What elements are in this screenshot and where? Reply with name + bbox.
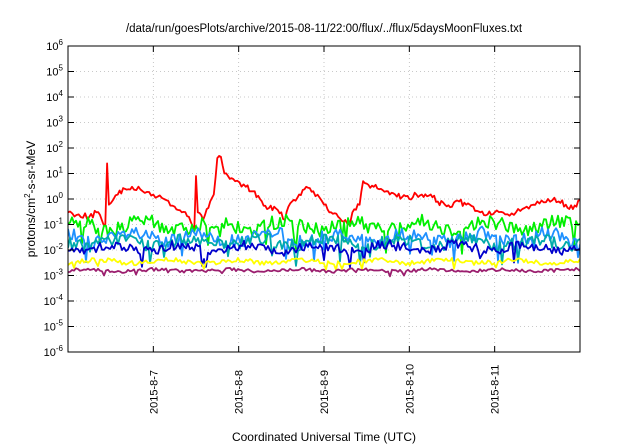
y-tick-exponent: 4 bbox=[59, 89, 64, 98]
y-tick-base: 10 bbox=[44, 347, 56, 359]
y-tick-exponent: 0 bbox=[59, 191, 64, 200]
ticks: 10-610-510-410-310-210-11001011021031041… bbox=[44, 38, 580, 414]
series-line-6 bbox=[68, 256, 580, 271]
y-tick-label: 101 bbox=[46, 166, 63, 181]
y-tick-label: 106 bbox=[46, 38, 63, 53]
y-tick-base: 10 bbox=[46, 92, 58, 104]
x-tick-label: 2015-8-7 bbox=[148, 370, 160, 414]
y-tick-exponent: 2 bbox=[59, 140, 64, 149]
y-tick-exponent: 5 bbox=[59, 64, 64, 73]
y-tick-base: 10 bbox=[44, 245, 56, 257]
y-tick-label: 10-6 bbox=[44, 344, 64, 359]
y-tick-label: 10-3 bbox=[44, 268, 64, 283]
y-tick-exponent: 3 bbox=[59, 115, 64, 124]
y-tick-exponent: 1 bbox=[59, 166, 64, 175]
series-line-2 bbox=[68, 213, 580, 255]
y-tick-exponent: -6 bbox=[56, 344, 64, 353]
y-tick-base: 10 bbox=[44, 322, 56, 334]
y-tick-label: 10-5 bbox=[44, 319, 64, 334]
y-axis-label: protons/cm2-s-sr-MeV bbox=[23, 141, 38, 257]
y-tick-exponent: -1 bbox=[56, 217, 64, 226]
y-tick-base: 10 bbox=[46, 143, 58, 155]
x-tick-label: 2015-8-10 bbox=[404, 364, 416, 414]
series-line-1 bbox=[68, 155, 580, 234]
y-tick-base: 10 bbox=[46, 67, 58, 79]
y-tick-exponent: -5 bbox=[56, 319, 64, 328]
y-tick-label: 102 bbox=[46, 140, 63, 155]
y-tick-label: 100 bbox=[46, 191, 63, 206]
y-tick-exponent: -3 bbox=[56, 268, 64, 277]
y-axis-label-base: protons/cm bbox=[24, 198, 38, 257]
y-tick-label: 10-1 bbox=[44, 217, 64, 232]
y-tick-base: 10 bbox=[44, 271, 56, 283]
series-group bbox=[68, 155, 580, 278]
series-line-5 bbox=[68, 239, 580, 269]
x-axis-label: Coordinated Universal Time (UTC) bbox=[232, 430, 416, 444]
series-line-7 bbox=[68, 266, 580, 278]
y-tick-base: 10 bbox=[44, 296, 56, 308]
x-tick-label: 2015-8-8 bbox=[234, 370, 246, 414]
x-tick-label: 2015-8-9 bbox=[319, 370, 331, 414]
y-tick-label: 105 bbox=[46, 64, 63, 79]
y-tick-label: 103 bbox=[46, 115, 63, 130]
y-axis-label-sup: 2 bbox=[23, 193, 32, 198]
y-tick-label: 10-2 bbox=[44, 242, 64, 257]
y-tick-base: 10 bbox=[44, 220, 56, 232]
y-tick-base: 10 bbox=[46, 118, 58, 130]
y-tick-exponent: -2 bbox=[56, 242, 64, 251]
x-tick-label: 2015-8-11 bbox=[490, 365, 502, 414]
y-tick-label: 104 bbox=[46, 89, 63, 104]
y-tick-base: 10 bbox=[46, 41, 58, 53]
y-tick-label: 10-4 bbox=[44, 293, 64, 308]
series-line-3 bbox=[68, 225, 580, 264]
y-tick-base: 10 bbox=[46, 169, 58, 181]
series-line-4 bbox=[68, 232, 580, 267]
y-tick-exponent: -4 bbox=[56, 293, 64, 302]
y-axis-label-rest: -s-sr-MeV bbox=[24, 141, 38, 194]
chart-title: /data/run/goesPlots/archive/2015-08-11/2… bbox=[126, 23, 523, 35]
y-tick-base: 10 bbox=[46, 194, 58, 206]
y-tick-exponent: 6 bbox=[59, 38, 64, 47]
